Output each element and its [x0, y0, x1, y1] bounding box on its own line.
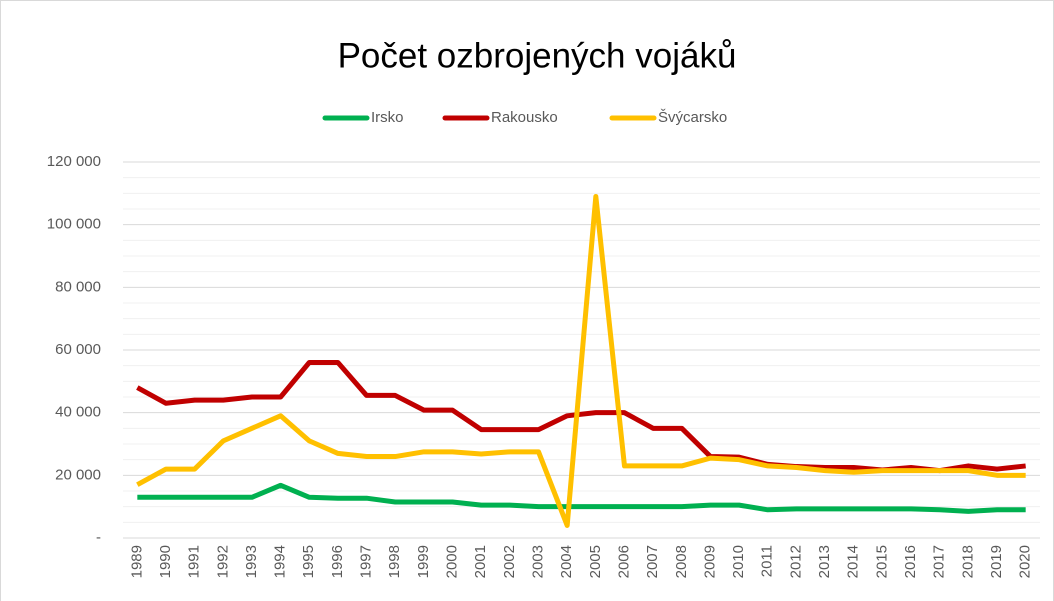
x-tick-label: 1990: [157, 545, 174, 578]
x-tick-label: 1998: [386, 545, 403, 578]
x-tick-label: 2004: [558, 545, 575, 578]
x-tick-label: 2006: [615, 545, 632, 578]
x-tick-label: 2009: [701, 545, 718, 578]
x-tick-label: 1994: [272, 545, 289, 578]
chart-title: Počet ozbrojených vojáků: [338, 36, 737, 75]
legend-label: Švýcarsko: [658, 109, 727, 126]
x-tick-label: 2000: [444, 545, 461, 578]
x-tick-label: 2015: [873, 545, 890, 578]
x-tick-label: 2005: [587, 545, 604, 578]
x-tick-label: 1992: [214, 545, 231, 578]
x-tick-label: 2012: [787, 545, 804, 578]
y-tick-label: 60 000: [55, 341, 101, 358]
y-tick-label: 20 000: [55, 466, 101, 483]
x-tick-label: 1995: [300, 545, 317, 578]
y-tick-label: 80 000: [55, 278, 101, 295]
x-tick-label: 1993: [243, 545, 260, 578]
x-tick-label: 2017: [931, 545, 948, 578]
y-tick-label: 120 000: [47, 153, 101, 170]
x-tick-label: 2001: [472, 545, 489, 578]
x-tick-label: 1996: [329, 545, 346, 578]
x-tick-label: 2007: [644, 545, 661, 578]
x-tick-label: 1991: [186, 545, 203, 578]
x-tick-label: 1997: [358, 545, 375, 578]
x-tick-label: 2011: [759, 545, 776, 577]
y-tick-label: 40 000: [55, 404, 101, 421]
series-line: [137, 482, 1026, 514]
x-tick-label: 2019: [988, 545, 1005, 578]
x-tick-label: 2018: [959, 545, 976, 578]
x-tick-label: 2020: [1017, 545, 1034, 578]
y-tick-label: 100 000: [47, 216, 101, 233]
x-tick-label: 2010: [730, 545, 747, 578]
x-tick-label: 2008: [673, 545, 690, 578]
x-tick-label: 2014: [845, 545, 862, 578]
x-tick-label: 1999: [415, 545, 432, 578]
legend-label: Irsko: [371, 109, 404, 126]
x-tick-label: 1989: [128, 545, 145, 578]
x-tick-label: 2013: [816, 545, 833, 578]
series-line: [136, 193, 1026, 528]
x-tick-label: 2003: [529, 545, 546, 578]
legend-label: Rakousko: [491, 109, 558, 126]
x-tick-label: 2002: [501, 545, 518, 578]
x-tick-label: 2016: [902, 545, 919, 578]
y-tick-label: -: [96, 529, 101, 546]
